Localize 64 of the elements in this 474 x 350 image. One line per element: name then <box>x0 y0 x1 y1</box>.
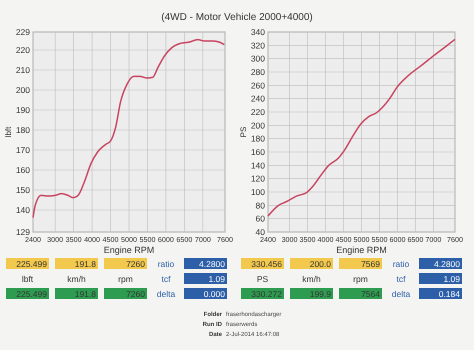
y-tick-label: 240 <box>250 94 266 104</box>
text: 225.499 <box>16 259 48 269</box>
y-tick-label: 180 <box>250 134 266 144</box>
y-tick-label: 180 <box>16 125 30 135</box>
text: 330.456 <box>251 259 282 269</box>
text: 7260 <box>126 289 146 299</box>
text: 7564 <box>361 289 380 299</box>
y-tick-label: 220 <box>16 45 30 55</box>
text: delta <box>156 289 176 299</box>
y-tick-label: 160 <box>16 165 30 175</box>
y-tick-label: 229 <box>16 27 30 37</box>
y-tick-label: 160 <box>250 147 266 157</box>
y-axis-title: lbft <box>4 126 13 138</box>
y-tick-label: 260 <box>250 80 266 90</box>
y-tick-label: 150 <box>16 185 30 195</box>
text: 7569 <box>361 259 380 269</box>
text: delta <box>392 289 410 299</box>
text: 1.09 <box>208 274 226 284</box>
y-tick-label: 80 <box>256 200 266 210</box>
text: km/h <box>302 274 321 284</box>
y-tick-label: 220 <box>250 107 266 117</box>
text: 4.2800 <box>199 259 226 269</box>
y-tick-label: 170 <box>16 145 30 155</box>
text: 0.000 <box>204 289 226 299</box>
y-tick-label: 40 <box>256 227 266 237</box>
text: tcf <box>396 274 406 284</box>
y-tick-label: 300 <box>250 54 266 64</box>
x-axis-title: Engine RPM <box>104 245 154 255</box>
y-tick-label: 210 <box>16 65 30 75</box>
text: 191.8 <box>74 259 96 269</box>
text: lbft <box>22 274 34 284</box>
text: ratio <box>158 259 175 269</box>
y-tick-label: 340 <box>250 27 266 37</box>
y-tick-label: 100 <box>250 187 266 197</box>
text: 0.184 <box>438 289 460 299</box>
text: 191.8 <box>74 289 96 299</box>
y-tick-label: 140 <box>16 205 30 215</box>
text: 1.09 <box>443 274 460 284</box>
x-axis-title: Engine RPM <box>336 245 387 255</box>
y-tick-label: 140 <box>250 160 266 170</box>
text: 199.9 <box>310 289 332 299</box>
text: ratio <box>392 259 410 269</box>
y-tick-label: 60 <box>256 214 266 224</box>
y-tick-label: 320 <box>250 40 266 50</box>
text: 7260 <box>126 259 146 269</box>
y-tick-label: 120 <box>250 174 266 184</box>
text: km/h <box>67 274 86 284</box>
text: 225.499 <box>16 289 48 299</box>
chart-title: (4WD - Motor Vehicle 2000+4000) <box>161 12 313 23</box>
y-tick-label: 200 <box>250 120 266 130</box>
text: PS <box>256 274 268 284</box>
y-tick-label: 200 <box>16 85 30 95</box>
y-tick-label: 129 <box>16 227 30 237</box>
line-series <box>32 38 226 218</box>
text: tcf <box>162 274 172 284</box>
y-axis-title: PS <box>239 126 248 138</box>
text: 200.0 <box>310 259 332 269</box>
y-tick-label: 190 <box>16 105 30 115</box>
y-tick-label: 280 <box>250 67 266 77</box>
line-series <box>267 38 456 217</box>
text: rpm <box>353 274 368 284</box>
text: rpm <box>118 274 133 284</box>
text: 4.2800 <box>434 259 460 269</box>
text: 330.272 <box>251 289 282 299</box>
